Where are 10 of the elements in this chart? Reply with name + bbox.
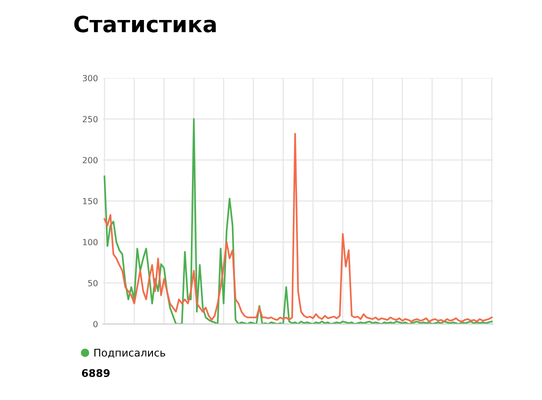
y-tick-label: 100 [83, 238, 98, 246]
y-tick-label: 150 [83, 198, 98, 204]
y-tick-label: 50 [88, 280, 98, 286]
chart-title: Статистика [74, 16, 216, 32]
text: 6889 [82, 369, 110, 378]
y-tick-label: 250 [82, 116, 98, 122]
y-tick-label: 300 [82, 74, 98, 82]
legend-label: Подписались [94, 348, 166, 358]
y-tick-label: 200 [82, 156, 98, 164]
y-tick-label: 0 [93, 320, 98, 328]
